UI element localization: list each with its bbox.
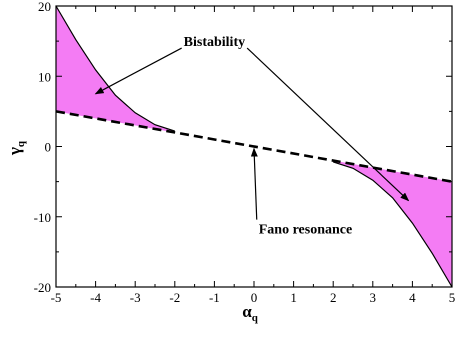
x-tick-label: 3 [370,290,377,305]
x-axis-label: αq [242,302,259,324]
solid-curve-series-2 [333,161,453,288]
annotation-arrow-1-0 [250,147,258,220]
annotation-arrow-0-0 [94,47,182,95]
x-tick-label: 0 [251,290,258,305]
x-tick-label: -3 [130,290,141,305]
dashed-line-series-0 [55,110,453,183]
x-tick-label: 4 [409,290,416,305]
x-tick-label: 1 [290,290,297,305]
x-tick-label: -2 [169,290,180,305]
x-tick-label: -1 [209,290,220,305]
x-tick-label: -5 [51,290,62,305]
annotation-label-1: Fano resonance [259,223,352,238]
series-layer [55,5,453,288]
solid-curve-series-1 [55,5,175,132]
annotation-label-0: Bistability [184,35,245,50]
x-tick-label: -4 [90,290,101,305]
shaded-region-0 [56,6,175,133]
y-tick-label: -20 [34,280,51,295]
shaded-region-1 [333,160,452,287]
y-tick-label: 0 [45,140,52,155]
annotation-layer: Bistability Fano resonance [94,35,410,238]
annotation-arrow-0-1 [246,47,410,202]
y-tick-label: 10 [38,69,51,84]
y-axis-label: γq [5,140,27,156]
shaded-regions [56,6,452,287]
x-tick-label: 2 [330,290,337,305]
y-tick-label: -10 [34,210,51,225]
x-tick-label: 5 [449,290,455,305]
y-tick-label: 20 [38,0,51,14]
